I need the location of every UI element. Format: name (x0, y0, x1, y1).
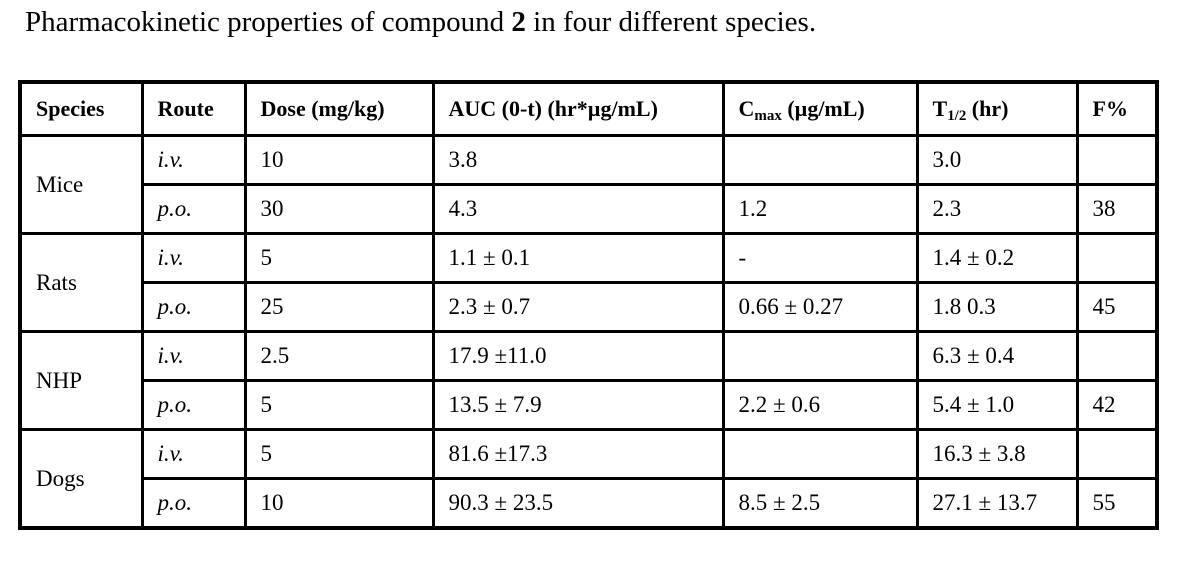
dose-cell: 5 (243, 379, 435, 431)
table-row-rats-po: p.o. 25 2.3 ± 0.7 0.66 ± 0.27 1.8 0.3 45 (20, 281, 1159, 333)
col-header-route: Route (140, 80, 247, 137)
auc-cell: 17.9 ±11.0 (431, 330, 725, 382)
table-row-nhp-po: p.o. 5 13.5 ± 7.9 2.2 ± 0.6 5.4 ± 1.0 42 (20, 379, 1159, 431)
route-cell: p.o. (140, 477, 247, 530)
dose-cell: 10 (243, 134, 435, 186)
route-cell: i.v. (140, 330, 247, 382)
auc-cell: 81.6 ±17.3 (431, 428, 725, 480)
route-cell: p.o. (140, 183, 247, 235)
auc-cell: 90.3 ± 23.5 (431, 477, 725, 530)
auc-cell: 4.3 (431, 183, 725, 235)
dose-cell: 10 (243, 477, 435, 530)
route-cell: i.v. (140, 232, 247, 284)
cmax-cell: 0.66 ± 0.27 (721, 281, 919, 333)
table-row-rats-iv: Rats i.v. 5 1.1 ± 0.1 - 1.4 ± 0.2 (18, 232, 1159, 333)
cmax-cell: 1.2 (721, 183, 919, 235)
dose-cell: 2.5 (243, 330, 435, 382)
cmax-cell (721, 134, 919, 186)
route-cell: i.v. (140, 428, 247, 480)
cmax-subscript: max (754, 108, 782, 125)
f-cell: 42 (1075, 379, 1159, 431)
pk-table: Species Route Dose (mg/kg) AUC (0-t) (hr… (18, 80, 1159, 530)
dose-cell: 5 (243, 428, 435, 480)
cmax-cell (721, 330, 919, 382)
header-row: Species Route Dose (mg/kg) AUC (0-t) (hr… (18, 80, 1159, 137)
t12-cell: 16.3 ± 3.8 (915, 428, 1079, 480)
f-cell (1075, 428, 1159, 480)
f-cell (1075, 330, 1159, 382)
t12-cell: 27.1 ± 13.7 (915, 477, 1079, 530)
cmax-units: (µg/mL) (781, 96, 865, 121)
table-row-dogs-po: p.o. 10 90.3 ± 23.5 8.5 ± 2.5 27.1 ± 13.… (20, 477, 1159, 530)
table-row-nhp-iv: NHP i.v. 2.5 17.9 ±11.0 6.3 ± 0.4 (18, 330, 1159, 431)
table-row-mice-iv: Mice i.v. 10 3.8 3.0 (18, 134, 1159, 235)
auc-cell: 3.8 (431, 134, 725, 186)
t12-cell: 2.3 (915, 183, 1079, 235)
species-cell-rats: Rats (18, 232, 144, 333)
table-row-mice-po: p.o. 30 4.3 1.2 2.3 38 (20, 183, 1159, 235)
route-cell: p.o. (140, 379, 247, 431)
t12-cell: 3.0 (915, 134, 1079, 186)
auc-cell: 1.1 ± 0.1 (431, 232, 725, 284)
col-header-auc: AUC (0-t) (hr*µg/mL) (431, 80, 725, 137)
col-header-t12: T1/2 (hr) (915, 80, 1079, 137)
dose-cell: 30 (243, 183, 435, 235)
f-cell: 55 (1075, 477, 1159, 530)
title-suffix: in four different species. (525, 6, 817, 38)
col-header-species: Species (18, 80, 144, 137)
f-cell: 45 (1075, 281, 1159, 333)
f-cell: 38 (1075, 183, 1159, 235)
t12-cell: 5.4 ± 1.0 (915, 379, 1079, 431)
page-title: Pharmacokinetic properties of compound 2… (25, 4, 816, 40)
species-cell-mice: Mice (18, 134, 144, 235)
col-header-dose: Dose (mg/kg) (243, 80, 435, 137)
route-cell: p.o. (140, 281, 247, 333)
table-row-dogs-iv: Dogs i.v. 5 81.6 ±17.3 16.3 ± 3.8 (18, 428, 1159, 530)
t12-cell: 1.8 0.3 (915, 281, 1079, 333)
t12-cell: 6.3 ± 0.4 (915, 330, 1079, 382)
cmax-cell: - (721, 232, 919, 284)
title-prefix: Pharmacokinetic properties of compound (25, 6, 512, 38)
cmax-cell (721, 428, 919, 480)
cmax-base: C (738, 96, 755, 121)
col-header-f: F% (1075, 80, 1159, 137)
t12-cell: 1.4 ± 0.2 (915, 232, 1079, 284)
t12-subscript: 1/2 (947, 108, 967, 125)
col-header-cmax: Cmax (µg/mL) (721, 80, 919, 137)
species-cell-dogs: Dogs (18, 428, 144, 530)
dose-cell: 5 (243, 232, 435, 284)
auc-cell: 13.5 ± 7.9 (431, 379, 725, 431)
f-cell (1075, 232, 1159, 284)
route-cell: i.v. (140, 134, 247, 186)
compound-number: 2 (511, 6, 526, 38)
dose-cell: 25 (243, 281, 435, 333)
cmax-cell: 2.2 ± 0.6 (721, 379, 919, 431)
auc-cell: 2.3 ± 0.7 (431, 281, 725, 333)
t12-base: T (932, 96, 948, 121)
cmax-cell: 8.5 ± 2.5 (721, 477, 919, 530)
t12-units: (hr) (966, 96, 1009, 121)
species-cell-nhp: NHP (18, 330, 144, 431)
f-cell (1075, 134, 1159, 186)
